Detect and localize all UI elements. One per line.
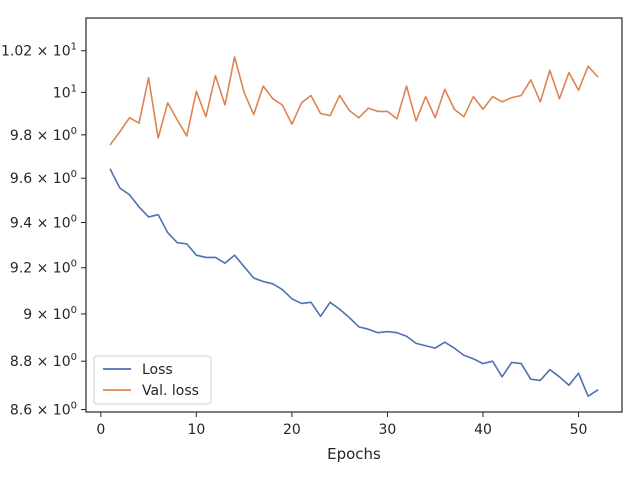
- y-axis: 8.6 × 100 8.8 × 100 9 × 100 9.2 × 100 9.4 × …: [1, 42, 86, 419]
- x-tick-label: 50: [570, 422, 588, 438]
- x-tick-label: 40: [474, 422, 492, 438]
- axes-frame: [85, 17, 623, 413]
- y-tick-label: 1.02 × 101: [1, 42, 77, 60]
- y-tick-label: 101: [53, 83, 77, 101]
- plot-area: [109, 56, 599, 397]
- y-tick-label: 9.4 × 100: [10, 213, 77, 231]
- legend-label: Loss: [142, 362, 173, 378]
- y-tick-label: 9.2 × 100: [10, 259, 77, 277]
- y-tick-label: 9.8 × 100: [10, 126, 77, 144]
- x-axis-label: Epochs: [327, 445, 381, 463]
- x-tick-label: 30: [379, 422, 397, 438]
- y-tick-label: 8.6 × 100: [10, 401, 77, 419]
- y-tick-label: 9 × 100: [23, 305, 77, 323]
- x-tick-label: 0: [96, 422, 105, 438]
- legend-box: [93, 355, 212, 405]
- y-tick-label: 8.8 × 100: [10, 352, 77, 370]
- legend-label: Val. loss: [142, 383, 199, 399]
- x-tick-label: 10: [187, 422, 205, 438]
- series-line-loss: [109, 168, 599, 397]
- legend: Loss Val. loss: [93, 355, 212, 405]
- y-tick-label: 9.6 × 100: [10, 169, 77, 187]
- x-axis: 0 10 20 30 40 50: [96, 412, 587, 438]
- series-line-val-loss: [109, 56, 599, 146]
- x-tick-label: 20: [283, 422, 301, 438]
